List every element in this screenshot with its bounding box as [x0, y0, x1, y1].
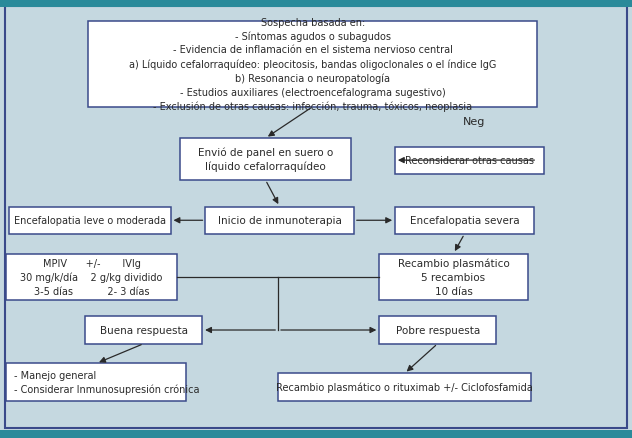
Bar	[9, 207, 171, 234]
Bar	[395, 147, 544, 174]
Text: Envió de panel en suero o
líquido cefalorraquídeo: Envió de panel en suero o líquido cefalo…	[198, 147, 333, 172]
Text: - Manejo general
- Considerar Inmunosupresión crónica: - Manejo general - Considerar Inmunosupr…	[14, 370, 200, 394]
Bar	[88, 22, 537, 107]
Bar	[180, 139, 351, 180]
Text: Buena respuesta: Buena respuesta	[100, 325, 188, 335]
Bar	[379, 254, 528, 300]
Bar	[6, 364, 186, 401]
Bar	[395, 207, 534, 234]
Text: Pobre respuesta: Pobre respuesta	[396, 325, 480, 335]
Bar	[278, 374, 531, 401]
Text: Recambio plasmático o rituximab +/- Ciclofosfamida: Recambio plasmático o rituximab +/- Cicl…	[276, 382, 533, 392]
Bar	[85, 317, 202, 344]
Text: Reconsiderar otras causas: Reconsiderar otras causas	[404, 156, 534, 166]
Text: Encefalopatia severa: Encefalopatia severa	[410, 216, 520, 226]
Bar	[205, 207, 354, 234]
Bar	[0, 0, 632, 8]
Text: Neg: Neg	[463, 117, 485, 126]
Text: MPIV      +/-       IVIg
30 mg/k/día    2 g/kg dividido
3-5 días           2- 3 : MPIV +/- IVIg 30 mg/k/día 2 g/kg dividid…	[20, 258, 163, 296]
Bar	[0, 430, 632, 438]
Text: Encefalopatia leve o moderada: Encefalopatia leve o moderada	[14, 216, 166, 226]
Text: Sospecha basada en:
- Síntomas agudos o subagudos
- Evidencia de inflamación en : Sospecha basada en: - Síntomas agudos o …	[129, 18, 497, 112]
Text: Inicio de inmunoterapia: Inicio de inmunoterapia	[217, 216, 342, 226]
Text: Recambio plasmático
5 recambios
10 días: Recambio plasmático 5 recambios 10 días	[398, 258, 509, 296]
Bar	[6, 254, 177, 300]
Bar	[379, 317, 496, 344]
